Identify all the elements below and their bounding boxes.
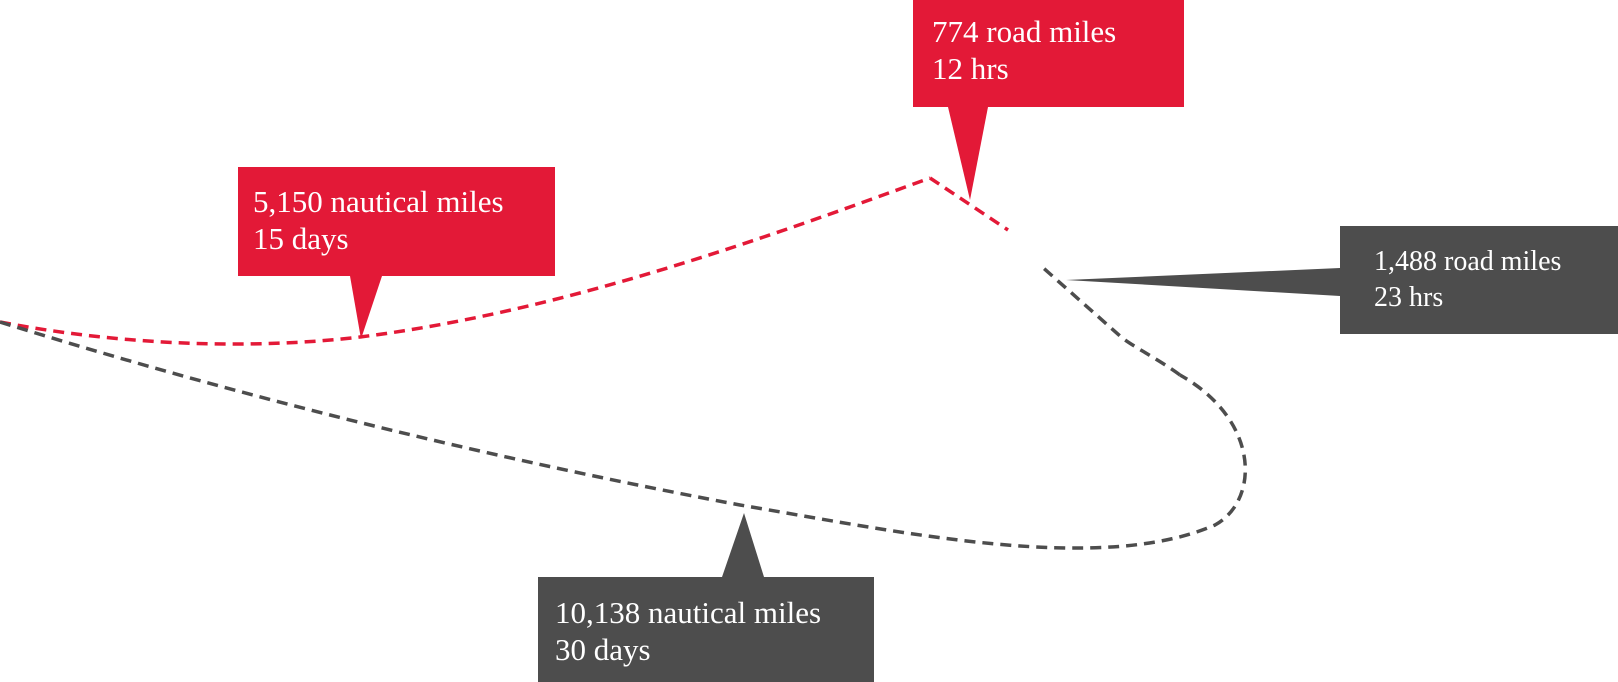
callout-road-red-pointer xyxy=(948,107,988,200)
red-sea-route-line xyxy=(0,176,931,346)
gray-road-route-line xyxy=(1038,263,1182,377)
gray-sea-route-line xyxy=(0,320,1247,550)
red-road-route-line xyxy=(929,176,1009,232)
callout-sea-gray: 10,138 nautical miles 30 days xyxy=(538,513,874,682)
callout-road-gray-pointer xyxy=(1066,268,1340,296)
callout-sea-gray-pointer xyxy=(722,513,764,577)
callout-sea-gray-distance: 10,138 nautical miles xyxy=(555,595,821,630)
callout-sea-red: 5,150 nautical miles 15 days xyxy=(238,167,555,339)
callout-road-gray: 1,488 road miles 23 hrs xyxy=(1066,226,1618,334)
callout-road-gray-distance: 1,488 road miles xyxy=(1374,246,1561,277)
callout-road-red-box xyxy=(913,0,1184,107)
callout-road-red-distance: 774 road miles xyxy=(932,14,1116,49)
callout-sea-gray-duration: 30 days xyxy=(555,632,651,667)
callout-sea-gray-box xyxy=(538,577,874,682)
callout-road-red-duration: 12 hrs xyxy=(932,51,1009,86)
callout-road-gray-box xyxy=(1340,226,1618,334)
callout-sea-red-duration: 15 days xyxy=(253,221,349,256)
callout-sea-red-distance: 5,150 nautical miles xyxy=(253,184,504,219)
callout-sea-red-pointer xyxy=(350,276,382,339)
callout-road-gray-duration: 23 hrs xyxy=(1374,282,1443,313)
callout-road-red: 774 road miles 12 hrs xyxy=(913,0,1184,200)
callout-sea-red-box xyxy=(238,167,555,276)
